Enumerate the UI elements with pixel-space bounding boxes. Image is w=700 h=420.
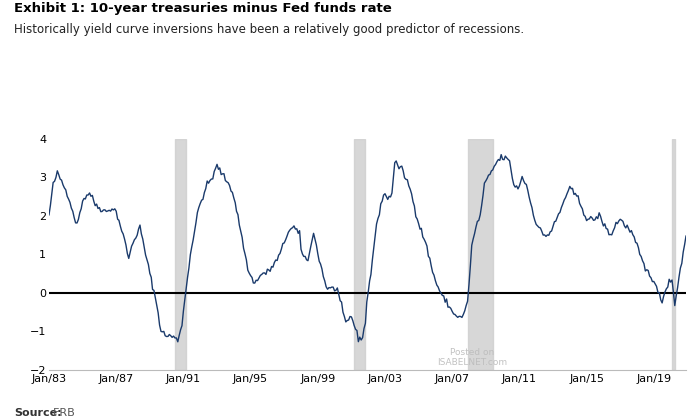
Bar: [354, 139, 365, 370]
Text: Exhibit 1: 10-year treasuries minus Fed funds rate: Exhibit 1: 10-year treasuries minus Fed …: [14, 2, 392, 15]
Text: Posted on: Posted on: [449, 348, 494, 357]
Text: ISABELNET.com: ISABELNET.com: [437, 358, 507, 367]
Bar: [175, 139, 186, 370]
Bar: [672, 139, 675, 370]
Text: Source:: Source:: [14, 408, 62, 418]
Bar: [468, 139, 493, 370]
Text: Historically yield curve inversions have been a relatively good predictor of rec: Historically yield curve inversions have…: [14, 23, 524, 36]
Text: FRB: FRB: [46, 408, 74, 418]
